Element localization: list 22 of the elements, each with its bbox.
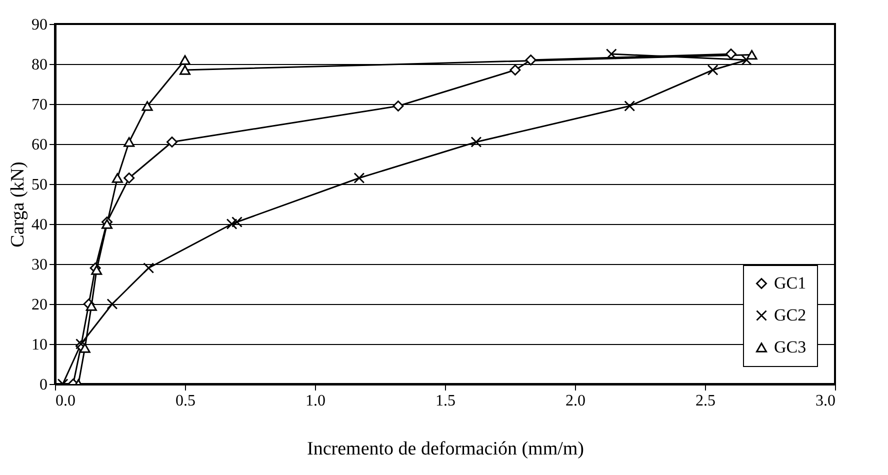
y-tick-label: 40 [32,216,48,234]
x-tick-label: 1.5 [436,392,456,410]
x-tick-label: 1.0 [306,392,326,410]
legend-label: GC3 [774,338,806,356]
y-tick-label: 60 [32,136,48,154]
y-tick-label: 30 [32,256,48,274]
y-tick-label: 10 [32,336,48,354]
y-tick-label: 80 [32,56,48,74]
x-axis-title: Incremento de deformación (mm/m) [307,438,584,460]
legend-label: GC2 [774,306,806,324]
y-tick-label: 0 [40,376,48,394]
y-tick-label: 90 [32,16,48,34]
y-tick-label: 70 [32,96,48,114]
x-tick-label: 0.0 [56,392,76,410]
y-axis-title: Carga (kN) [8,162,28,248]
y-tick-label: 20 [32,296,48,314]
x-tick-label: 0.5 [176,392,196,410]
legend-label: GC1 [774,274,806,292]
y-tick-label: 50 [32,176,48,194]
x-tick-label: 2.0 [566,392,586,410]
x-tick-label: 3.0 [816,392,836,410]
x-tick-label: 2.5 [696,392,716,410]
